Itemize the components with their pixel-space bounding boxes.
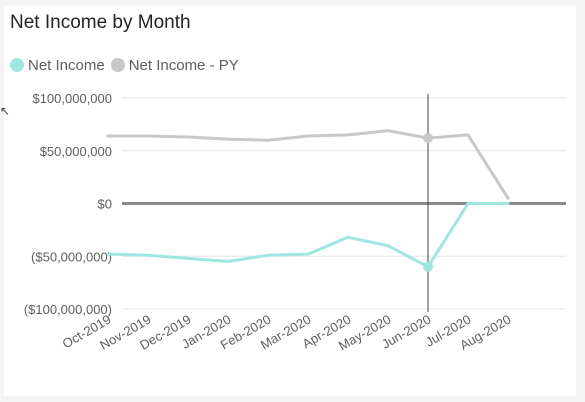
data-point xyxy=(466,202,470,205)
y-tick-label: $50,000,000 xyxy=(40,144,112,159)
data-point xyxy=(186,135,190,139)
legend-dot-net-income xyxy=(10,58,24,72)
data-point xyxy=(506,196,510,200)
data-point xyxy=(146,253,150,257)
legend-item-net-income[interactable]: Net Income xyxy=(10,57,105,74)
data-point xyxy=(266,253,270,257)
legend-label-net-income-py: Net Income - PY xyxy=(128,56,239,74)
legend: Net Income Net Income - PY xyxy=(10,56,245,74)
data-point xyxy=(346,235,350,239)
legend-label-net-income: Net Income xyxy=(28,56,105,74)
data-point xyxy=(306,252,310,256)
chart-card xyxy=(4,6,576,396)
data-point xyxy=(106,252,110,256)
series-line-0 xyxy=(106,202,510,269)
chart-title: Net Income by Month xyxy=(10,12,191,33)
data-point xyxy=(386,244,390,248)
data-point xyxy=(266,138,270,142)
data-point xyxy=(106,134,110,138)
legend-item-net-income-py[interactable]: Net Income - PY xyxy=(110,56,239,74)
data-point xyxy=(306,134,310,138)
y-tick-label: ($100,000,000) xyxy=(24,302,112,317)
legend-dot-net-income-py xyxy=(110,58,125,72)
data-point xyxy=(146,134,150,138)
data-point xyxy=(226,137,230,141)
data-point xyxy=(386,129,390,133)
data-point xyxy=(186,256,190,260)
series-line-1 xyxy=(106,129,510,200)
y-tick-label: $0 xyxy=(98,197,112,212)
data-point xyxy=(506,202,510,205)
mouse-cursor-icon: ↖ xyxy=(0,104,11,118)
data-point xyxy=(466,133,470,137)
data-point xyxy=(226,260,230,264)
y-tick-label: $100,000,000 xyxy=(32,91,112,106)
data-point xyxy=(346,133,350,137)
data-point xyxy=(423,133,433,144)
y-tick-label: ($50,000,000) xyxy=(31,249,112,264)
data-point xyxy=(423,261,433,272)
